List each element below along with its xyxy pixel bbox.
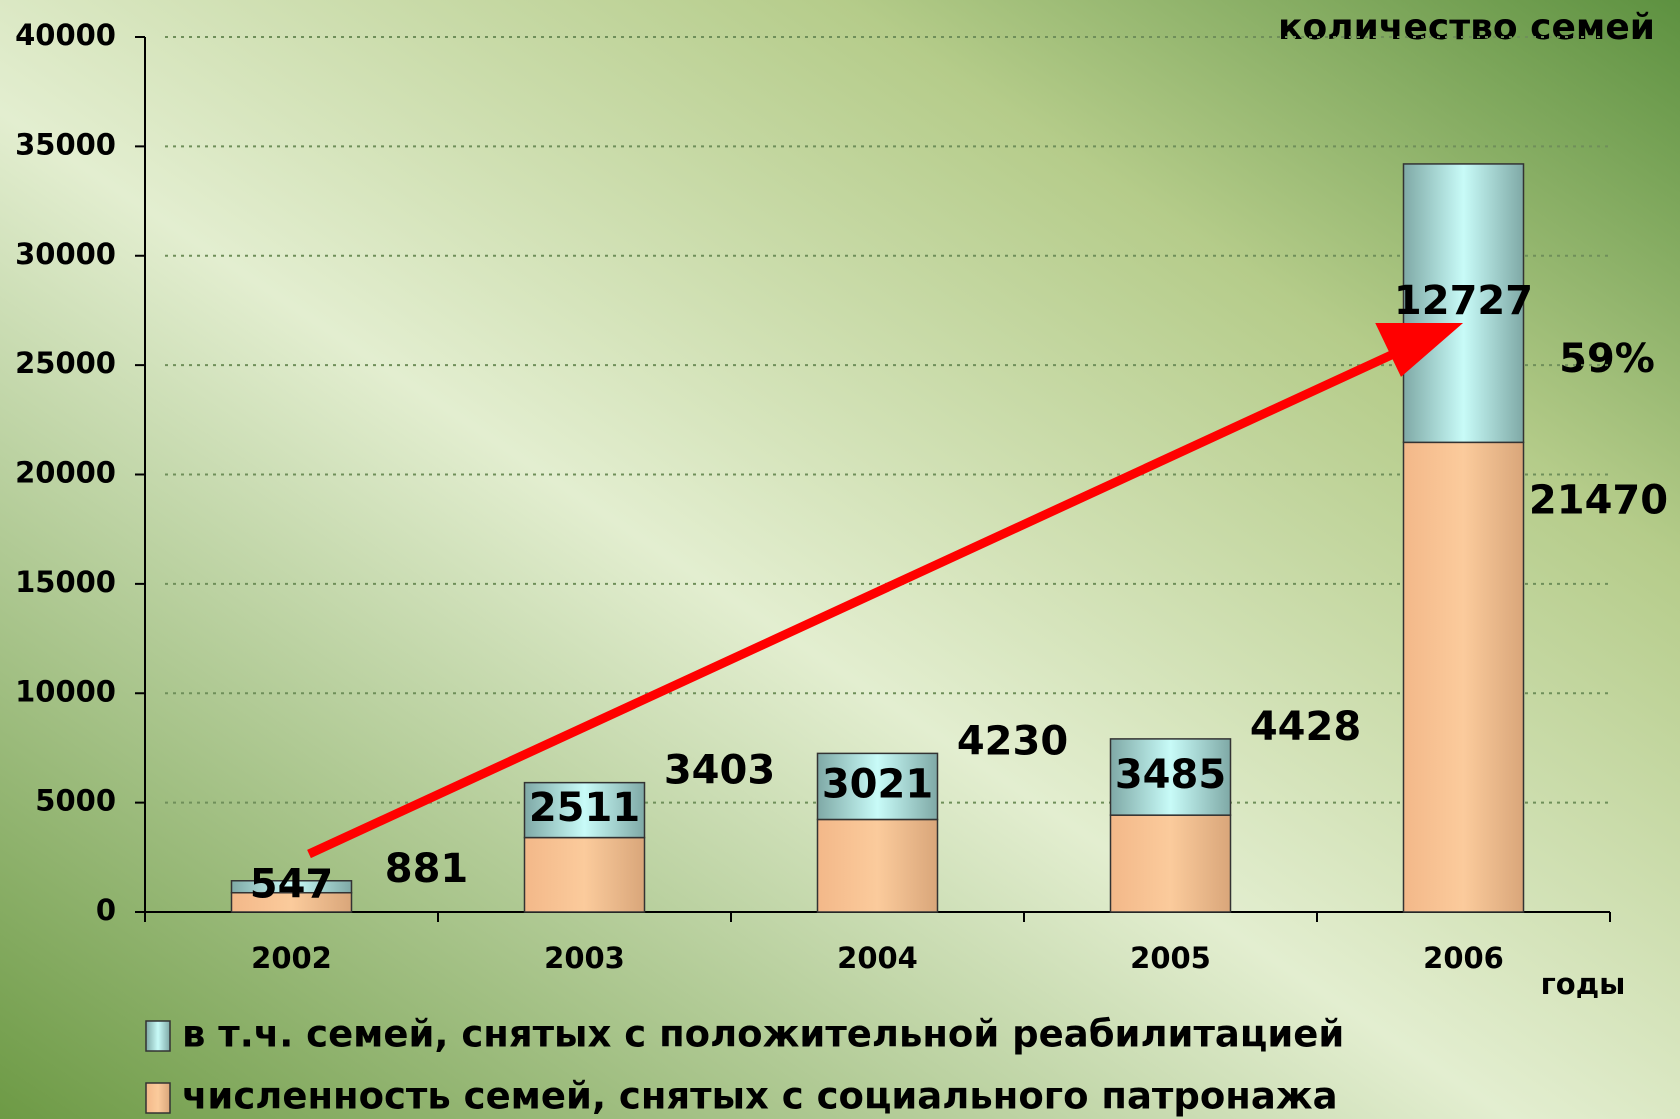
data-label: 21470 [1529,477,1668,523]
trend-arrow [307,346,1402,859]
y-tick-label: 10000 [15,674,116,708]
bar-segment [816,818,939,913]
x-tick-label: 2004 [837,941,918,975]
data-label: 4428 [1250,704,1361,750]
data-label: 3021 [822,761,933,807]
bar-segment [523,836,646,913]
data-label: 881 [385,846,469,892]
data-label: 3403 [664,748,775,794]
annotation: 59% [1559,336,1655,382]
arrow-head [1375,323,1464,377]
y-tick-label: 0 [96,893,116,927]
data-label: 4230 [957,718,1068,764]
data-label: 3485 [1115,752,1226,798]
bar-segment [1109,814,1232,913]
bar-segment [1402,163,1525,444]
y-tick-label: 35000 [15,127,116,161]
y-tick-label: 5000 [35,784,116,818]
legend-swatch [145,1082,171,1114]
x-tick-label: 2003 [544,941,625,975]
data-label: 12727 [1394,278,1533,324]
y-tick-label: 15000 [15,565,116,599]
legend-label: численность семей, снятых с социального … [182,1075,1338,1118]
y-tick-label: 30000 [15,237,116,271]
data-label: 547 [250,862,334,908]
bar-segment [1109,738,1232,816]
y-axis-label: количество семей [1278,7,1655,48]
x-axis-label: годы [1541,967,1626,1001]
y-tick-label: 25000 [15,346,116,380]
legend-label: в т.ч. семей, снятых с положительной реа… [182,1013,1344,1056]
bar-segment [230,880,353,894]
y-tick-label: 20000 [15,456,116,490]
bar-segment [1402,441,1525,913]
bar-segment [816,752,939,821]
y-tick-label: 40000 [15,18,116,52]
x-tick-label: 2005 [1130,941,1211,975]
x-tick-label: 2006 [1423,941,1504,975]
x-tick-label: 2002 [251,941,332,975]
legend-swatch [145,1020,171,1052]
data-label: 2511 [529,785,640,831]
bar-segment [523,781,646,839]
